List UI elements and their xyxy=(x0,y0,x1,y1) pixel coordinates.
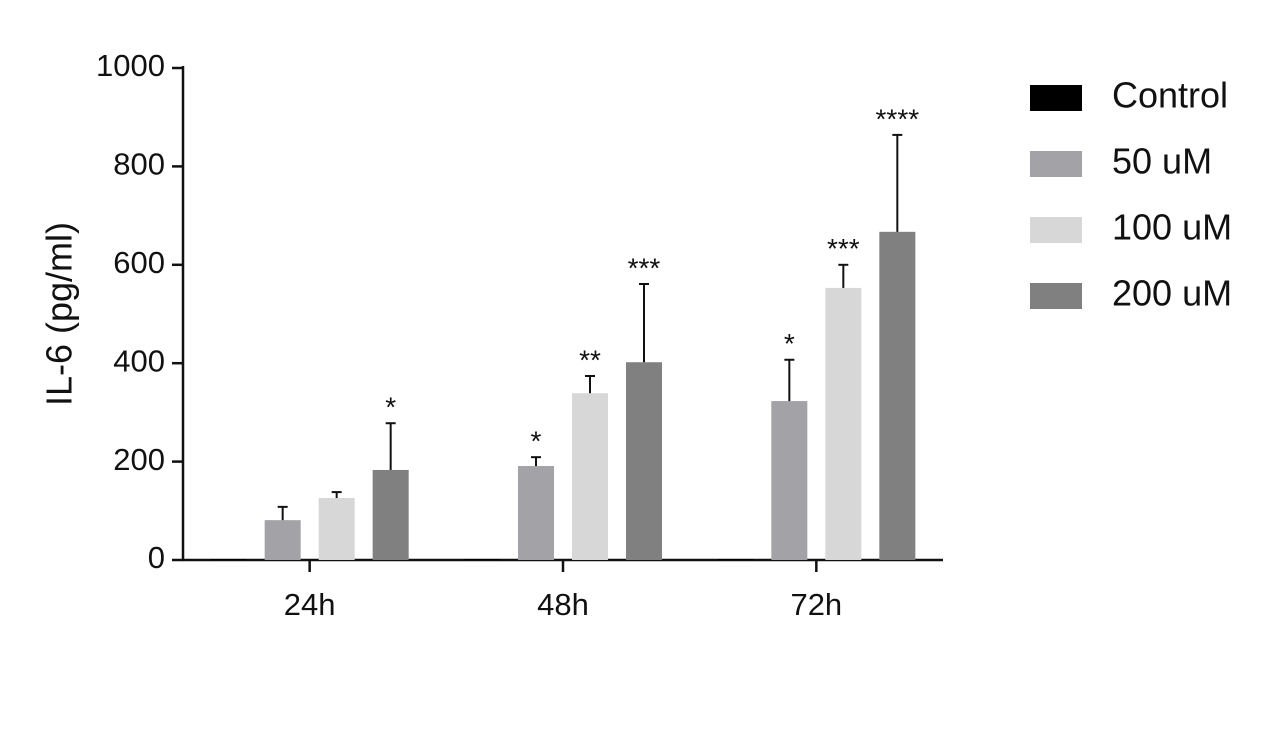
significance-label: *** xyxy=(827,233,860,264)
legend-label: 200 uM xyxy=(1112,273,1232,314)
significance-label: * xyxy=(385,392,396,423)
y-tick-label: 800 xyxy=(113,147,165,182)
x-tick-label: 72h xyxy=(790,587,842,622)
y-tick-label: 0 xyxy=(148,540,165,575)
bar xyxy=(771,401,808,560)
significance-label: *** xyxy=(628,252,661,283)
bar xyxy=(717,559,754,561)
x-tick-label: 48h xyxy=(537,587,589,622)
bar xyxy=(626,362,662,560)
legend-swatch xyxy=(1030,85,1082,111)
legend-swatch xyxy=(1030,217,1082,243)
y-tick-label: 200 xyxy=(113,442,165,477)
bar xyxy=(825,287,862,560)
significance-label: **** xyxy=(876,103,920,134)
legend-swatch xyxy=(1030,151,1082,177)
bar xyxy=(372,469,409,560)
bar xyxy=(518,466,554,560)
legend-label: 100 uM xyxy=(1112,207,1232,248)
bar xyxy=(879,231,916,560)
bar xyxy=(264,520,301,560)
y-tick-label: 1000 xyxy=(96,48,165,83)
significance-label: * xyxy=(531,426,542,457)
bar xyxy=(210,559,247,561)
y-axis-label: IL-6 (pg/ml) xyxy=(39,222,80,406)
y-tick-label: 400 xyxy=(113,343,165,378)
significance-label: * xyxy=(784,328,795,359)
legend-label: 50 uM xyxy=(1112,141,1212,182)
legend-swatch xyxy=(1030,283,1082,309)
legend-label: Control xyxy=(1112,75,1228,116)
bar xyxy=(464,559,500,561)
significance-label: ** xyxy=(579,344,601,375)
y-tick-label: 600 xyxy=(113,245,165,280)
bar xyxy=(318,498,355,560)
bar xyxy=(572,393,608,560)
x-tick-label: 24h xyxy=(284,587,336,622)
